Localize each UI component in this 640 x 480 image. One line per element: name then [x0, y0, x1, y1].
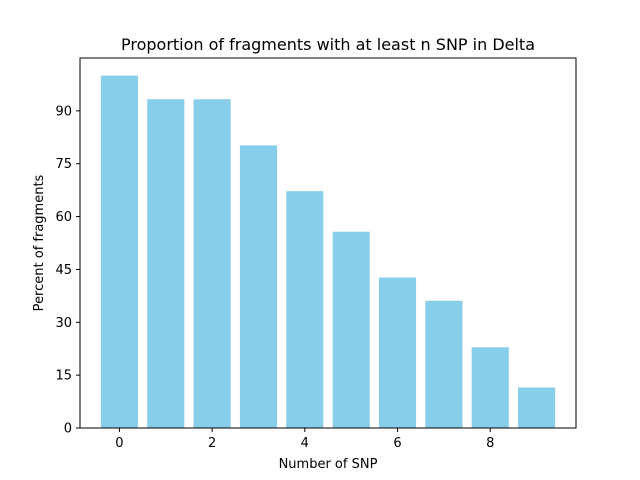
- x-tick-label: 2: [208, 436, 216, 451]
- bar-1: [147, 99, 185, 428]
- bar-4: [286, 191, 324, 428]
- bar-6: [378, 277, 417, 428]
- bar-2: [193, 99, 231, 428]
- y-tick-label: 15: [55, 369, 72, 384]
- x-tick-label: 0: [115, 436, 123, 451]
- x-axis-ticks: 0 2 4 6 8: [115, 428, 494, 451]
- x-tick-label: 8: [486, 436, 494, 451]
- bar-0: [100, 75, 138, 429]
- y-tick-label: 60: [55, 210, 72, 225]
- bar-5: [332, 231, 370, 428]
- x-tick-label: 6: [393, 436, 401, 451]
- bar-8: [471, 347, 509, 428]
- y-tick-label: 30: [55, 316, 72, 331]
- y-tick-label: 0: [64, 422, 72, 437]
- bar-7: [425, 300, 463, 428]
- y-axis-ticks: 0 15 30 45 60 75 90: [55, 104, 80, 437]
- y-axis-label: Percent of fragments: [32, 174, 47, 311]
- x-tick-label: 4: [301, 436, 309, 451]
- bar-9: [518, 387, 556, 428]
- bars-group: [100, 75, 556, 429]
- y-tick-label: 45: [55, 263, 72, 278]
- bar-3: [239, 145, 278, 428]
- x-axis-label: Number of SNP: [279, 457, 378, 472]
- y-tick-label: 90: [55, 104, 72, 119]
- plot-frame: [79, 57, 577, 429]
- chart-title: Proportion of fragments with at least n …: [121, 35, 535, 54]
- y-tick-label: 75: [55, 157, 72, 172]
